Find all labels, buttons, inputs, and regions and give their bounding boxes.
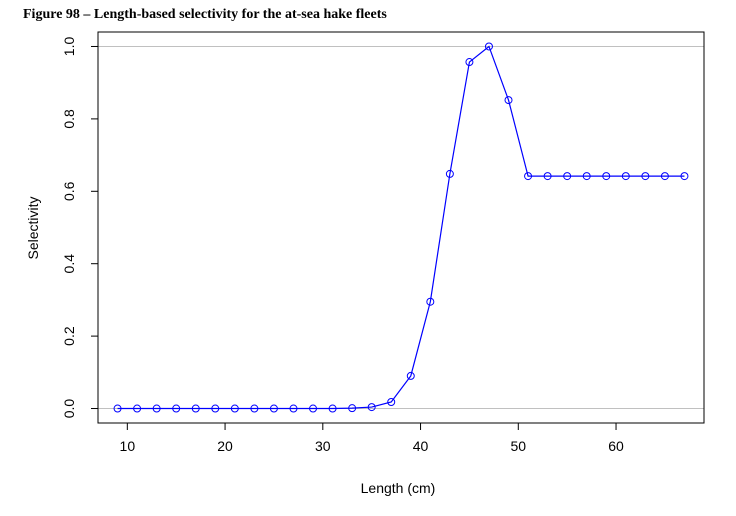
data-point xyxy=(426,297,435,306)
data-point xyxy=(113,404,122,413)
x-tick-label: 40 xyxy=(413,438,429,454)
x-tick-label: 50 xyxy=(511,438,527,454)
data-point xyxy=(250,404,259,413)
x-axis-label: Length (cm) xyxy=(361,480,436,496)
data-point xyxy=(563,172,572,181)
reference-lines xyxy=(98,45,704,410)
data-point xyxy=(191,404,200,413)
y-tick-label: 0.2 xyxy=(61,326,77,346)
data-point xyxy=(289,404,298,413)
data-point xyxy=(348,404,357,413)
data-point xyxy=(211,404,220,413)
data-point xyxy=(387,398,396,407)
data-point xyxy=(621,172,630,181)
data-point xyxy=(133,404,142,413)
data-point xyxy=(172,404,181,413)
data-point xyxy=(445,169,454,178)
data-point xyxy=(484,42,493,51)
data-point xyxy=(602,172,611,181)
x-axis: 10 20 30 40 50 60 xyxy=(120,423,624,454)
x-tick-label: 30 xyxy=(315,438,331,454)
series-line xyxy=(117,45,685,410)
data-point xyxy=(465,58,474,67)
data-point xyxy=(230,404,239,413)
plot-frame xyxy=(97,31,705,424)
data-point xyxy=(660,172,669,181)
figure-title: Figure 98 – Length-based selectivity for… xyxy=(23,7,387,22)
y-tick-label: 0.4 xyxy=(61,254,77,274)
data-point xyxy=(524,172,533,181)
y-tick-label: 0.6 xyxy=(61,181,77,201)
y-tick-label: 0.8 xyxy=(61,109,77,129)
y-axis: 0.0 0.2 0.4 0.6 0.8 1.0 xyxy=(61,37,98,419)
data-point xyxy=(582,172,591,181)
y-tick-label: 0.0 xyxy=(61,399,77,419)
y-tick-label: 1.0 xyxy=(61,37,77,57)
y-axis-label: Selectivity xyxy=(25,196,41,259)
data-point xyxy=(152,404,161,413)
data-point xyxy=(367,403,376,412)
selectivity-series xyxy=(113,42,689,413)
x-tick-label: 10 xyxy=(120,438,136,454)
data-point xyxy=(309,404,318,413)
data-point xyxy=(406,371,415,380)
x-tick-label: 20 xyxy=(217,438,233,454)
data-point xyxy=(641,172,650,181)
data-point xyxy=(543,172,552,181)
data-point xyxy=(328,404,337,413)
data-point xyxy=(680,172,689,181)
x-tick-label: 60 xyxy=(608,438,624,454)
data-point xyxy=(504,96,513,105)
data-point xyxy=(269,404,278,413)
